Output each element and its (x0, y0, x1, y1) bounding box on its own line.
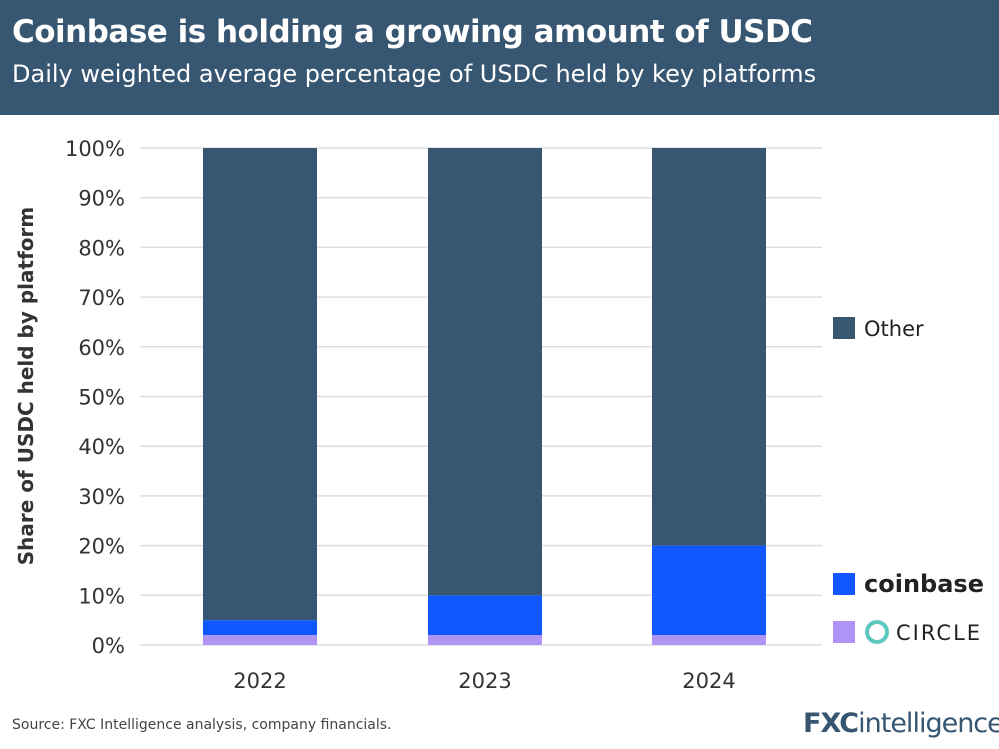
bar-coinbase-2023 (428, 595, 542, 636)
chart-subtitle: Daily weighted average percentage of USD… (12, 60, 817, 88)
legend-label-circle: CIRCLE (896, 621, 982, 645)
legend-label-other: Other (864, 317, 924, 341)
legend-swatch-coinbase (833, 573, 855, 595)
x-tick-label: 2024 (682, 669, 735, 693)
y-tick-label: 70% (78, 286, 125, 310)
y-tick-label: 40% (78, 435, 125, 459)
source-note: Source: FXC Intelligence analysis, compa… (12, 717, 392, 733)
legend-swatch-circle (833, 621, 855, 643)
y-tick-label: 100% (65, 137, 125, 161)
bar-coinbase-2024 (652, 545, 766, 636)
y-tick-label: 60% (78, 336, 125, 360)
y-axis-label: Share of USDC held by platform (14, 207, 38, 565)
y-tick-label: 20% (78, 535, 125, 559)
legend-swatch-other (833, 317, 855, 339)
y-tick-label: 90% (78, 187, 125, 211)
y-tick-label: 30% (78, 485, 125, 509)
x-tick-label: 2023 (458, 669, 511, 693)
bar-circle-2022 (203, 635, 317, 645)
bar-circle-2023 (428, 635, 542, 645)
bar-circle-2024 (652, 635, 766, 645)
circle-logo-icon (865, 620, 889, 644)
header: Coinbase is holding a growing amount of … (0, 0, 999, 115)
bar-other-2024 (652, 148, 766, 546)
y-tick-label: 10% (78, 584, 125, 608)
legend-label-coinbase: coinbase (864, 570, 984, 598)
y-tick-label: 0% (92, 634, 125, 658)
y-tick-label: 50% (78, 386, 125, 410)
chart-title: Coinbase is holding a growing amount of … (12, 14, 813, 50)
y-tick-label: 80% (78, 236, 125, 260)
x-tick-label: 2022 (233, 669, 286, 693)
bar-other-2023 (428, 148, 542, 596)
bar-coinbase-2022 (203, 620, 317, 636)
bar-other-2022 (203, 148, 317, 621)
fxc-logo: FXCintelligence (803, 708, 999, 739)
